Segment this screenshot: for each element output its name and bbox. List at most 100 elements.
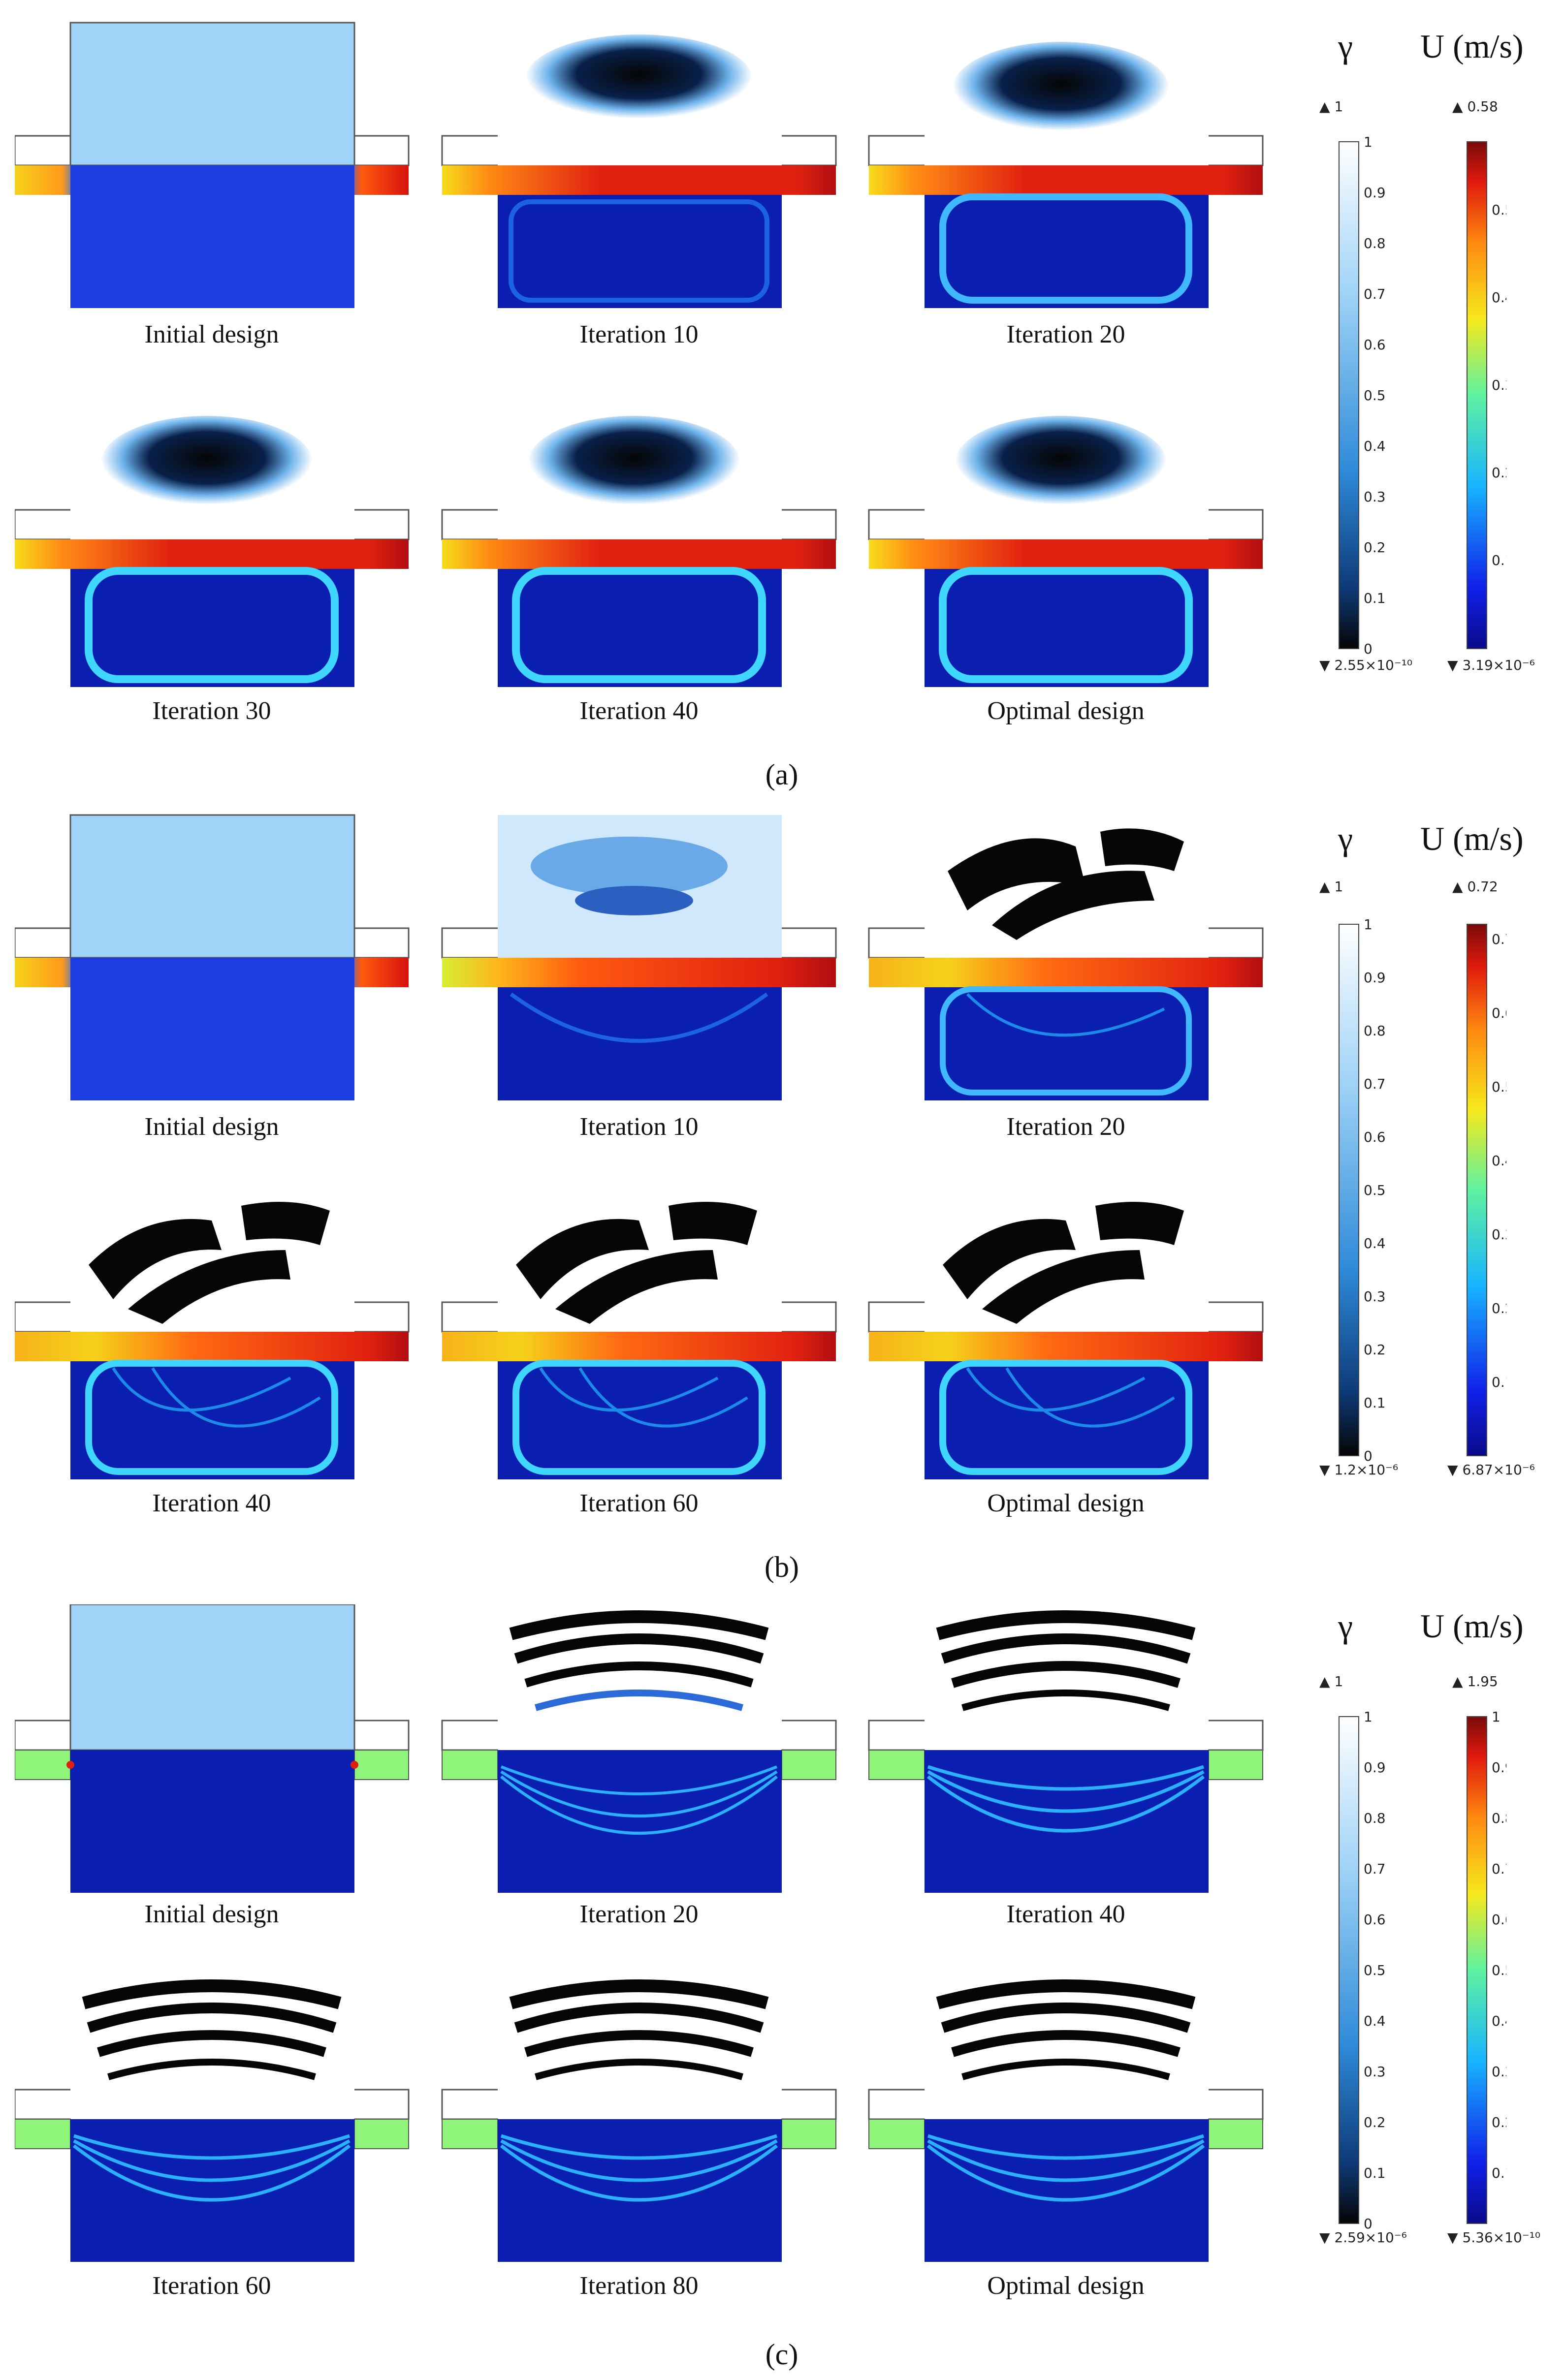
tick-label: 0.7 (1492, 1861, 1506, 1877)
frame-iter60-c (15, 1973, 410, 2262)
tick-label: 0 (1364, 641, 1372, 657)
colorbars-b: 1 0.9 0.8 0.7 0.6 0.5 0.4 0.3 0.2 0.1 0 … (1339, 916, 1506, 1464)
tick-label: 0 (1364, 1448, 1372, 1464)
tick-label: 1 (1364, 916, 1372, 933)
tick-label: 0.7 (1364, 1076, 1386, 1092)
tick-label: 0.3 (1364, 489, 1386, 505)
tick-label: 0.5 (1364, 1962, 1386, 1978)
gamma-ticks-c: 1 0.9 0.8 0.7 0.6 0.5 0.4 0.3 0.2 0.1 0 (1364, 1709, 1386, 2232)
velocity-max: ▲ 0.72 (1452, 878, 1498, 895)
tick-label: 0.9 (1364, 1759, 1386, 1776)
velocity-max: ▲ 0.58 (1452, 98, 1498, 115)
tick-label: 0.7 (1492, 931, 1506, 947)
tick-label: 0.6 (1364, 1129, 1386, 1145)
frame-label: Initial design (144, 1900, 279, 1928)
frame-label: Optimal design (987, 2272, 1145, 2300)
tick-label: 0.8 (1492, 1810, 1506, 1826)
tick-label: 0.2 (1364, 539, 1386, 556)
frame-label: Iteration 20 (1006, 320, 1125, 348)
frame-iter10-b (441, 815, 837, 1100)
frame-optimal-b (868, 1191, 1264, 1479)
tick-label: 0.3 (1364, 2064, 1386, 2080)
frame-label: Iteration 20 (1006, 1113, 1125, 1141)
frame-label: Iteration 60 (579, 1489, 699, 1517)
tick-label: 0.6 (1492, 1911, 1506, 1928)
gamma-symbol: γ (1338, 28, 1353, 65)
gamma-ticks-a: 1 0.9 0.8 0.7 0.6 0.5 0.4 0.3 0.2 0.1 0 (1364, 134, 1386, 657)
tick-label: 0.2 (1364, 1342, 1386, 1358)
panel-caption: (b) (765, 1551, 799, 1583)
tick-label: 0.9 (1492, 1759, 1506, 1776)
tick-label: 0.5 (1492, 1962, 1506, 1978)
frame-initial-c (15, 1604, 410, 1893)
velocity-title: U (m/s) (1420, 1607, 1524, 1645)
tick-label: 0.8 (1364, 1810, 1386, 1826)
velocity-title: U (m/s) (1420, 820, 1524, 857)
tick-label: 0.4 (1492, 289, 1506, 306)
panel-c: Initial design Iteration 20 Iteration 40… (0, 1585, 1564, 2380)
velocity-ticks-b: 0.7 0.6 0.5 0.4 0.3 0.2 0.1 (1492, 931, 1506, 1390)
frame-label: Iteration 80 (579, 2272, 699, 2300)
tick-label: 0.2 (1492, 2114, 1506, 2130)
frame-iter20-a (868, 23, 1264, 308)
frame-label: Iteration 60 (152, 2272, 271, 2300)
frame-iter40-a (441, 399, 837, 687)
gamma-ticks-b: 1 0.9 0.8 0.7 0.6 0.5 0.4 0.3 0.2 0.1 0 (1364, 916, 1386, 1464)
tick-label: 1 (1492, 1709, 1500, 1725)
frame-iter80-c (441, 1973, 837, 2262)
velocity-min: ▼ 5.36×10⁻¹⁰ (1447, 2229, 1541, 2246)
frame-initial-a (15, 22, 410, 308)
tick-label: 0.7 (1364, 1861, 1386, 1877)
frame-iter10-a (441, 23, 837, 308)
tick-label: 0.5 (1492, 1079, 1506, 1095)
panel-b-frames (15, 814, 1264, 1479)
tick-label: 0.9 (1364, 970, 1386, 986)
tick-label: 0.6 (1364, 337, 1386, 353)
velocity-min: ▼ 3.19×10⁻⁶ (1447, 657, 1535, 673)
tick-label: 0.8 (1364, 235, 1386, 251)
tick-label: 0.4 (1364, 2013, 1386, 2029)
colorbars-a: 1 0.9 0.8 0.7 0.6 0.5 0.4 0.3 0.2 0.1 0 … (1339, 134, 1506, 657)
tick-label: 0.4 (1364, 1235, 1386, 1252)
tick-label: 0.6 (1364, 1911, 1386, 1928)
frame-label: Optimal design (987, 697, 1145, 725)
tick-label: 0.2 (1492, 465, 1506, 481)
frame-label: Iteration 40 (579, 697, 699, 725)
tick-label: 0.6 (1492, 1005, 1506, 1021)
velocity-min: ▼ 6.87×10⁻⁶ (1447, 1462, 1535, 1478)
velocity-ticks-c: 1 0.9 0.8 0.7 0.6 0.5 0.4 0.3 0.2 0.1 (1492, 1709, 1506, 2181)
frame-iter30-a (15, 399, 410, 687)
frame-label: Optimal design (987, 1489, 1145, 1517)
frame-label: Initial design (144, 320, 279, 348)
tick-label: 0.5 (1364, 387, 1386, 404)
tick-label: 0.1 (1364, 1395, 1386, 1411)
tick-label: 0.1 (1492, 1374, 1506, 1390)
tick-label: 0.3 (1364, 1288, 1386, 1305)
tick-label: 1 (1364, 1709, 1372, 1725)
panel-c-frames (15, 1604, 1264, 2262)
tick-label: 0.9 (1364, 185, 1386, 201)
gamma-max: ▲ 1 (1319, 878, 1343, 895)
tick-label: 0.8 (1364, 1023, 1386, 1039)
frame-label: Iteration 10 (579, 320, 699, 348)
frame-label: Iteration 10 (579, 1113, 699, 1141)
gamma-min: ▼ 1.2×10⁻⁶ (1319, 1462, 1399, 1478)
panel-b: Initial design Iteration 10 Iteration 20… (0, 792, 1564, 1590)
tick-label: 0.7 (1364, 286, 1386, 302)
gamma-symbol: γ (1338, 1607, 1353, 1645)
frame-label: Iteration 40 (1006, 1900, 1125, 1928)
tick-label: 0.1 (1492, 552, 1506, 568)
panel-a: Initial design Iteration 10 Iteration 20… (0, 0, 1564, 791)
tick-label: 0.1 (1364, 590, 1386, 606)
frame-iter20-c (441, 1604, 837, 1893)
tick-label: 0.4 (1492, 1153, 1506, 1169)
frame-iter60-b (441, 1191, 837, 1479)
frame-optimal-a (868, 399, 1264, 687)
tick-label: 0 (1364, 2216, 1372, 2232)
frame-label: Iteration 20 (579, 1900, 699, 1928)
tick-label: 0.1 (1492, 2165, 1506, 2181)
tick-label: 0.4 (1364, 438, 1386, 454)
frame-optimal-c (868, 1973, 1264, 2262)
gamma-min: ▼ 2.55×10⁻¹⁰ (1319, 657, 1413, 673)
gamma-max: ▲ 1 (1319, 1673, 1343, 1690)
